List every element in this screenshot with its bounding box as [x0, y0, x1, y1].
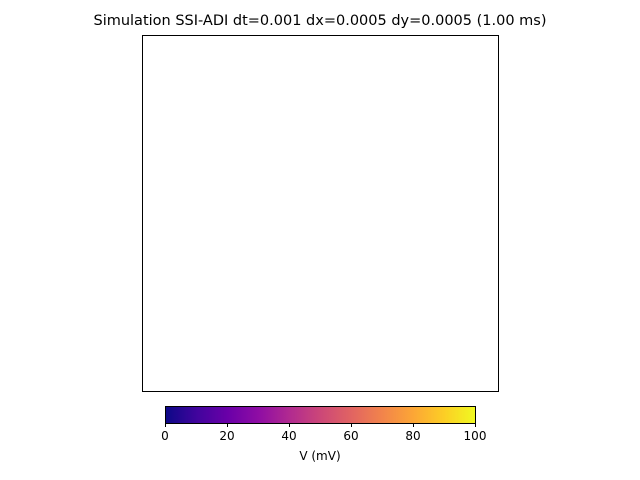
- colorbar-ticks: [165, 423, 476, 429]
- colorbar-tick-label: 40: [281, 429, 297, 443]
- colorbar-label: V (mV): [299, 449, 341, 463]
- chart-title: Simulation SSI-ADI dt=0.001 dx=0.0005 dy…: [93, 13, 547, 29]
- colorbar-tick: [475, 423, 476, 427]
- colorbar-tick: [227, 423, 228, 427]
- colorbar-tick: [413, 423, 414, 427]
- colorbar-tick-label: 100: [463, 429, 487, 443]
- colorbar-tick: [351, 423, 352, 427]
- colorbar-tick: [289, 423, 290, 427]
- colorbar-tick-label: 20: [219, 429, 235, 443]
- heatmap-plot-area: [142, 35, 499, 392]
- colorbar-tick-label: 60: [343, 429, 359, 443]
- colorbar: [165, 406, 476, 424]
- colorbar-tick-label: 80: [405, 429, 421, 443]
- colorbar-tick-label: 0: [161, 429, 169, 443]
- colorbar-tick: [165, 423, 166, 427]
